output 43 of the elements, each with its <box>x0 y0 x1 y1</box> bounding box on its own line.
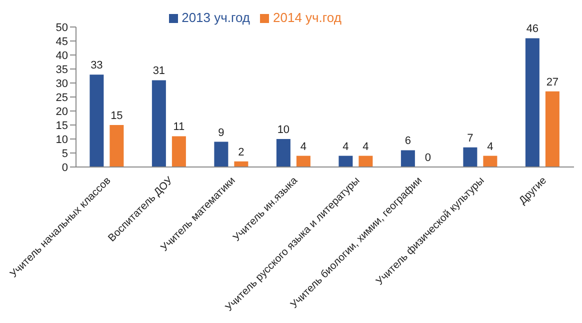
y-tick-label: 0 <box>62 162 68 174</box>
data-label: 0 <box>424 152 432 164</box>
y-tick-label: 15 <box>56 120 68 132</box>
data-label: 6 <box>404 135 412 148</box>
bar <box>525 38 540 167</box>
y-tick-label: 50 <box>56 22 68 34</box>
bar <box>172 136 186 167</box>
data-label: 10 <box>277 124 290 136</box>
y-tick-label: 45 <box>56 36 68 48</box>
bar <box>400 150 415 167</box>
y-tick-label: 35 <box>56 64 68 76</box>
bar <box>483 156 498 167</box>
bar <box>358 156 373 167</box>
data-label: 46 <box>526 23 539 36</box>
data-label: 31 <box>152 65 166 78</box>
legend-label: 2013 уч.год <box>182 10 250 25</box>
y-tick-label: 10 <box>56 134 68 146</box>
data-label: 9 <box>218 126 224 139</box>
bar <box>152 80 166 167</box>
bar <box>276 139 290 167</box>
bar <box>545 91 560 167</box>
data-label: 7 <box>467 132 474 144</box>
y-tick-label: 20 <box>56 106 68 118</box>
data-label: 27 <box>546 76 559 88</box>
y-tick-label: 5 <box>62 148 68 160</box>
data-label: 4 <box>362 140 369 153</box>
bar <box>296 156 310 167</box>
legend-label: 2014 уч.год <box>273 10 342 25</box>
data-label: 15 <box>110 110 123 122</box>
bar <box>214 142 228 167</box>
data-label: 4 <box>300 140 307 153</box>
data-label: 2 <box>238 146 244 158</box>
y-tick-label: 30 <box>56 78 68 90</box>
data-label: 4 <box>487 140 494 153</box>
data-label: 33 <box>90 60 103 72</box>
bar <box>463 147 478 167</box>
y-tick-label: 25 <box>56 92 68 104</box>
bar <box>90 74 104 167</box>
data-label: 4 <box>342 140 349 153</box>
data-label: 11 <box>173 121 185 134</box>
bar <box>338 156 353 167</box>
y-tick-label: 40 <box>56 50 68 62</box>
bar <box>110 125 124 167</box>
